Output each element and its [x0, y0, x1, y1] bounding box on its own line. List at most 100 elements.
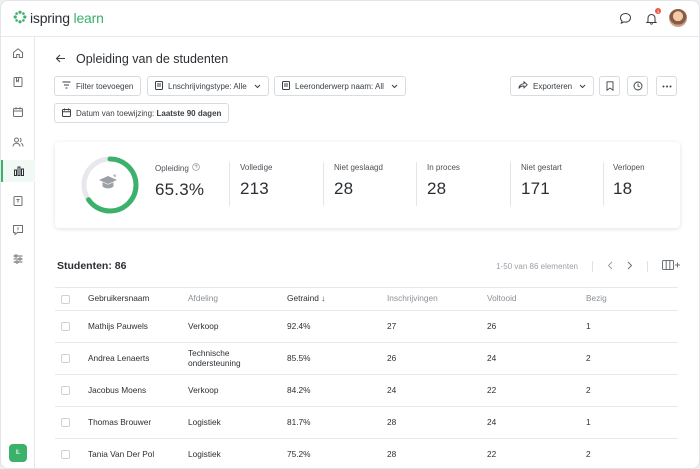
sidebar: IL [1, 37, 35, 468]
table-row[interactable]: Andrea Lenaerts Technische ondersteuning… [55, 343, 678, 375]
cell-completed: 22 [487, 448, 497, 459]
row-checkbox[interactable] [61, 343, 70, 374]
summary-card: Opleiding 65.3% Volledige 213 Niet gesla… [55, 142, 680, 228]
cell-completed: 24 [487, 352, 497, 363]
clock-icon[interactable] [627, 76, 648, 96]
row-checkbox[interactable] [61, 407, 70, 438]
row-checkbox[interactable] [61, 311, 70, 342]
column-header-trained[interactable]: Getraind ↓ [287, 288, 325, 310]
column-header-department[interactable]: Afdeling [188, 293, 218, 304]
stat-divider [510, 162, 511, 206]
chevron-left-icon[interactable] [607, 261, 613, 272]
filter-icon [62, 81, 71, 91]
stat-label: In proces [427, 163, 460, 172]
cell-enrollments: 28 [387, 448, 397, 459]
column-header-username[interactable]: Gebruikersnaam [88, 293, 150, 304]
avatar[interactable] [669, 9, 687, 27]
reports-icon[interactable] [1, 160, 35, 182]
document-icon [282, 80, 290, 92]
chevron-down-icon [579, 82, 586, 91]
sort-arrow-icon: ↓ [321, 293, 326, 304]
users-icon[interactable] [1, 131, 35, 153]
calendar-icon [62, 108, 71, 119]
cell-department: Technische ondersteuning [188, 347, 241, 368]
chat-icon[interactable] [617, 10, 633, 26]
cell-trained: 85.5% [287, 352, 311, 363]
students-title: Studenten: 86 [57, 260, 127, 272]
cell-in-progress: 2 [586, 352, 591, 363]
feedback-icon[interactable] [1, 219, 35, 241]
chevron-down-icon [254, 82, 261, 91]
stat-divider [416, 162, 417, 206]
cell-in-progress: 1 [586, 320, 591, 331]
cell-trained: 75.2% [287, 448, 311, 459]
share-icon [518, 80, 528, 91]
document-icon [155, 80, 163, 92]
cell-enrollments: 27 [387, 320, 397, 331]
more-options-icon[interactable] [656, 76, 677, 96]
cell-username[interactable]: Thomas Brouwer [88, 416, 152, 427]
export-button[interactable]: Exporteren [510, 76, 595, 96]
cell-username[interactable]: Andrea Lenaerts [88, 352, 150, 363]
row-checkbox[interactable] [61, 439, 70, 468]
chevron-right-icon[interactable] [627, 261, 633, 272]
assignment-date-dropdown[interactable]: Datum van toewijzing: Laatste 90 dagen [54, 103, 230, 123]
chevron-down-icon [391, 82, 398, 91]
cell-trained: 92.4% [287, 320, 311, 331]
bookmark-icon[interactable] [599, 76, 620, 96]
logo-text: ispring learn [30, 10, 104, 26]
cell-completed: 22 [487, 384, 497, 395]
cell-username[interactable]: Tania Van Der Pol [88, 448, 155, 459]
column-header-enrollments[interactable]: Inschrijvingen [387, 293, 438, 304]
pagination-divider [592, 260, 593, 272]
page-title: Opleiding van de studenten [76, 52, 229, 66]
bell-icon[interactable]: 3 [643, 8, 661, 26]
cell-trained: 81.7% [287, 416, 311, 427]
pagination: 1-50 van 86 elementen [496, 260, 681, 272]
row-checkbox[interactable] [61, 375, 70, 406]
cell-username[interactable]: Mathijs Pauwels [88, 320, 148, 331]
cell-enrollments: 28 [387, 416, 397, 427]
table-row[interactable]: Mathijs Pauwels Verkoop 92.4% 27 26 1 [55, 311, 678, 343]
stat-complete: Volledige 213 [240, 163, 272, 205]
user-initials-badge[interactable]: IL [9, 444, 27, 462]
enrollment-type-dropdown[interactable]: Lnschrijvingstype: Alle [147, 76, 269, 96]
table-row[interactable]: Jacobus Moens Verkoop 84.2% 24 22 2 [55, 375, 678, 407]
stat-divider [603, 162, 604, 206]
column-header-in-progress[interactable]: Bezig [586, 293, 607, 304]
column-header-completed[interactable]: Voltooid [487, 293, 517, 304]
home-icon[interactable] [1, 42, 35, 64]
add-filter-button[interactable]: Filter toevoegen [54, 76, 142, 96]
graduation-cap-icon [99, 174, 117, 189]
logo[interactable]: ispring learn [13, 10, 104, 26]
stat-value: 28 [427, 179, 447, 198]
cell-in-progress: 1 [586, 416, 591, 427]
help-icon[interactable] [192, 163, 200, 173]
cell-completed: 26 [487, 320, 497, 331]
table-row[interactable]: Tania Van Der Pol Logistiek 75.2% 28 22 … [55, 439, 678, 468]
book-icon[interactable] [1, 71, 35, 93]
catalog-icon[interactable] [1, 190, 35, 212]
cell-in-progress: 2 [586, 384, 591, 395]
column-header-trained-label: Getraind [287, 293, 319, 304]
columns-settings-icon[interactable] [662, 260, 681, 272]
cell-trained: 84.2% [287, 384, 311, 395]
enrollment-type-label: Lnschrijvingstype: Alle [168, 81, 247, 91]
settings-icon[interactable] [1, 248, 35, 270]
select-all-checkbox[interactable] [61, 288, 70, 310]
back-arrow-icon[interactable] [55, 53, 66, 66]
cell-username[interactable]: Jacobus Moens [88, 384, 147, 395]
stat-label: Verlopen [613, 163, 645, 172]
stat-label: Opleiding [155, 163, 189, 173]
pagination-divider [647, 260, 648, 272]
notification-badge: 3 [655, 8, 661, 14]
stat-divider [323, 162, 324, 206]
stat-label: Niet gestart [521, 163, 562, 172]
calendar-icon[interactable] [1, 101, 35, 123]
pagination-label: 1-50 van 86 elementen [496, 261, 578, 271]
table-row[interactable]: Thomas Brouwer Logistiek 81.7% 28 24 1 [55, 407, 678, 439]
cell-enrollments: 26 [387, 352, 397, 363]
progress-ring-fill [81, 156, 139, 214]
subject-dropdown[interactable]: Leeronderwerp naam: All [274, 76, 406, 96]
